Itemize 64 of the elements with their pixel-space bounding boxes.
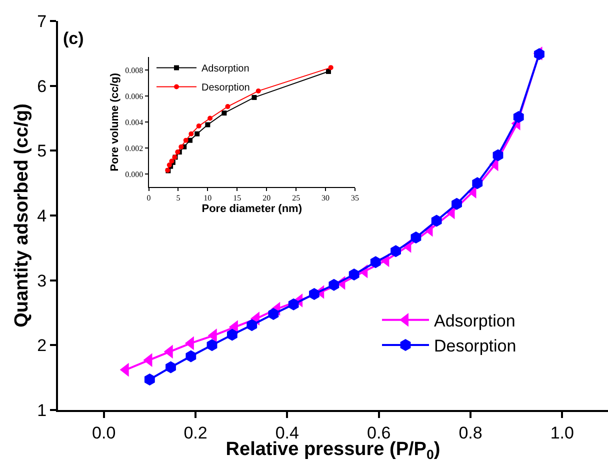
x-tick-label: 35: [351, 194, 359, 203]
x-axis-title: Pore diameter (nm): [202, 202, 302, 215]
y-tick-label: 0.002: [125, 144, 144, 153]
y-tick-label: 3: [37, 271, 47, 290]
point: [144, 374, 155, 386]
legend-label: Desorption: [434, 336, 516, 356]
y-tick-label: 2: [37, 336, 47, 356]
y-axis-title: Quantity adsorbed (cc/g): [11, 104, 32, 328]
point: [431, 214, 442, 227]
x-tick-label: 1.0: [550, 423, 574, 442]
point: [472, 177, 483, 190]
point: [186, 350, 196, 362]
x-tick-label: 0: [146, 194, 151, 203]
legend-label: Adsorption: [202, 64, 250, 75]
point: [246, 319, 258, 332]
point: [288, 298, 299, 310]
point: [328, 65, 334, 70]
point: [194, 131, 200, 136]
point: [492, 149, 504, 162]
y-tick-label: 7: [37, 12, 47, 31]
point: [166, 361, 176, 374]
point: [188, 131, 194, 136]
point: [268, 308, 279, 320]
point: [183, 138, 188, 143]
point: [256, 88, 261, 94]
point: [222, 110, 227, 116]
x-tick-label: 0.2: [184, 423, 208, 442]
y-tick-label: 5: [37, 142, 47, 161]
point: [370, 256, 381, 268]
point: [178, 144, 184, 150]
legend-label: Adsorption: [434, 312, 516, 330]
y-tick-label: 0.000: [125, 170, 144, 179]
x-tick-label: 10: [204, 194, 212, 203]
point: [206, 339, 218, 352]
point: [348, 268, 360, 280]
y-tick-label: 0.006: [125, 92, 144, 101]
point: [208, 116, 213, 121]
point: [205, 122, 210, 128]
point: [196, 124, 202, 129]
y-tick-label: 4: [37, 206, 47, 226]
x-tick-label: 0.8: [458, 423, 482, 442]
annotation: (c): [63, 29, 84, 48]
x-tick-label: 20: [262, 194, 271, 203]
legend-label: Desorption: [202, 82, 250, 94]
point: [410, 232, 422, 244]
x-tick-label: 30: [322, 194, 330, 203]
point: [309, 288, 320, 300]
point: [513, 110, 524, 123]
point: [390, 245, 401, 258]
x-tick-label: 15: [233, 194, 242, 203]
y-tick-label: 1: [37, 400, 47, 420]
point: [328, 278, 340, 291]
x-tick-label: 25: [292, 194, 300, 203]
point: [326, 68, 331, 74]
point: [226, 328, 238, 341]
y-tick-label: 6: [37, 76, 47, 96]
y-axis-title: Pore volume (cc/g): [108, 72, 121, 172]
x-tick-label: 0.0: [92, 423, 116, 442]
point: [452, 198, 462, 210]
x-tick-label: 5: [176, 194, 180, 203]
point: [252, 94, 257, 100]
point: [225, 104, 230, 110]
y-tick-label: 0.004: [125, 118, 144, 127]
y-tick-label: 0.008: [125, 66, 144, 75]
